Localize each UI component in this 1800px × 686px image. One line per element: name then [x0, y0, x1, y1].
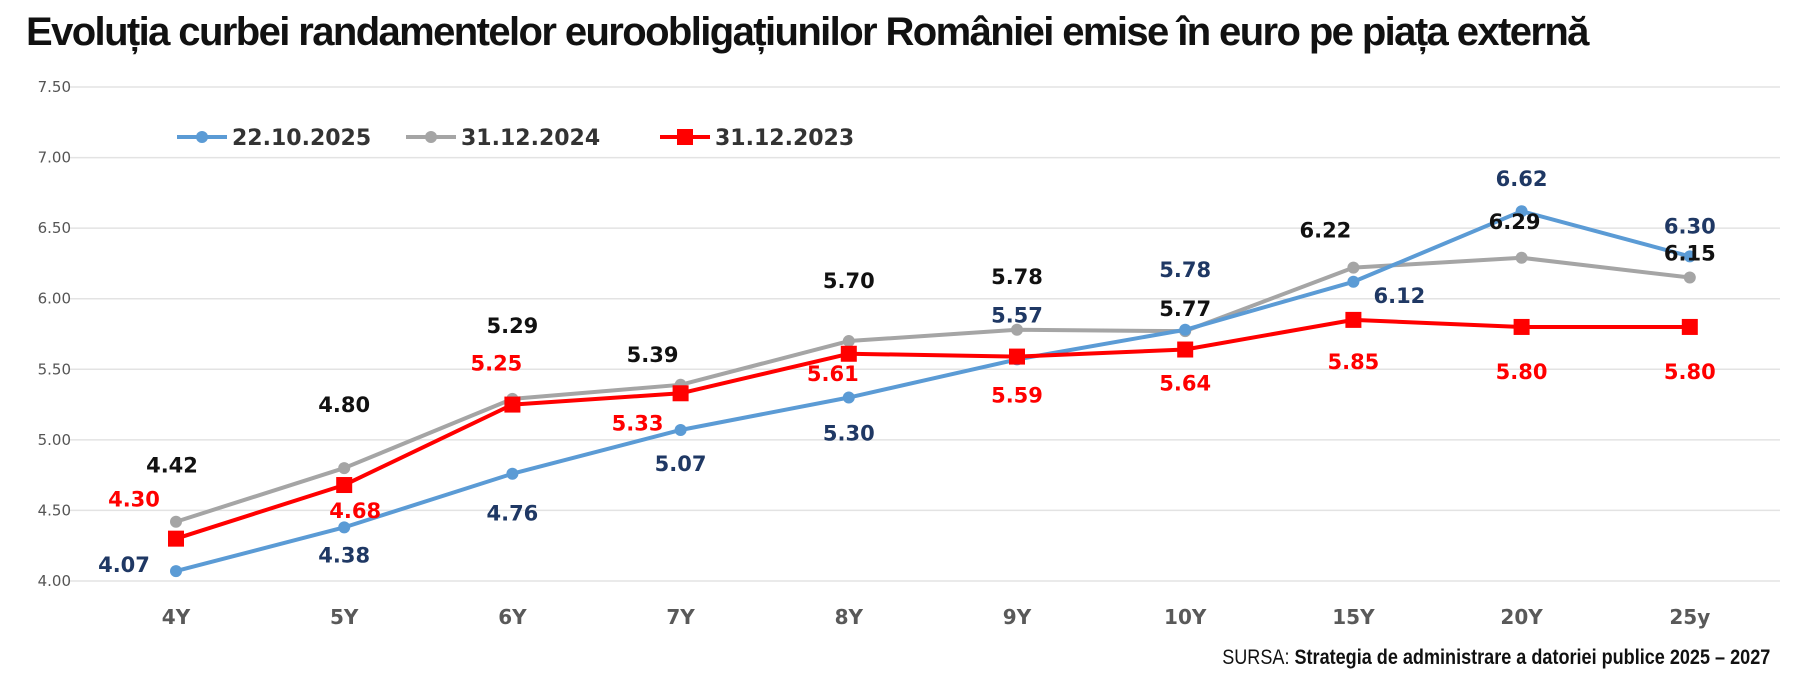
data-label: 5.59 — [991, 384, 1043, 408]
data-point — [170, 515, 182, 528]
data-label: 5.57 — [991, 303, 1043, 327]
data-label: 4.38 — [318, 543, 370, 567]
source-text: Strategia de administrare a datoriei pub… — [1294, 646, 1770, 669]
legend-label: 31.12.2023 — [715, 126, 854, 151]
data-point — [1513, 318, 1530, 335]
data-label: 5.85 — [1327, 350, 1379, 374]
x-category-label: 6Y — [498, 605, 527, 629]
y-tick-label: 5.50 — [38, 360, 71, 378]
y-tick-label: 5.00 — [38, 431, 71, 449]
x-category-label: 25y — [1669, 605, 1710, 629]
data-label: 4.68 — [329, 499, 381, 523]
data-point — [1345, 311, 1362, 328]
data-point — [170, 565, 182, 578]
data-label: 5.07 — [655, 452, 707, 476]
data-label: 5.61 — [807, 362, 859, 386]
data-point — [1683, 250, 1696, 263]
data-point — [672, 385, 689, 402]
data-point — [336, 477, 353, 494]
data-point — [504, 396, 521, 413]
data-point — [842, 335, 855, 348]
x-category-label: 4Y — [162, 605, 191, 629]
gridlines — [70, 86, 1780, 582]
data-label: 5.78 — [1159, 258, 1211, 282]
data-point — [506, 467, 519, 480]
legend-marker — [677, 129, 693, 145]
legend-marker — [425, 131, 437, 143]
data-point — [338, 521, 351, 534]
data-point — [1515, 251, 1528, 264]
y-tick-label: 4.50 — [38, 501, 71, 519]
data-label: 5.80 — [1496, 360, 1548, 384]
data-point — [168, 530, 184, 547]
y-tick-label: 7.50 — [38, 78, 71, 96]
data-point — [1011, 323, 1023, 336]
series-lines — [168, 205, 1698, 578]
data-point — [1179, 323, 1192, 336]
series-line — [175, 255, 1691, 524]
data-point — [674, 423, 687, 436]
data-point — [1681, 318, 1698, 335]
data-label: 5.78 — [991, 265, 1043, 289]
data-point — [1515, 205, 1528, 218]
source-label: SURSA: — [1221, 646, 1290, 669]
data-label: 6.30 — [1664, 214, 1716, 238]
data-point — [842, 391, 855, 404]
data-label: 4.42 — [146, 454, 198, 478]
data-label: 5.70 — [823, 269, 875, 293]
data-point — [1177, 341, 1194, 358]
data-label: 4.30 — [108, 488, 160, 512]
data-label: 5.39 — [627, 343, 679, 367]
x-category-label: 8Y — [835, 605, 864, 629]
data-point — [338, 462, 351, 475]
data-point — [840, 345, 857, 362]
series-line — [175, 317, 1690, 541]
data-point — [1347, 261, 1360, 274]
x-category-label: 20Y — [1500, 605, 1543, 629]
y-tick-label: 7.00 — [38, 149, 71, 167]
series-line — [175, 209, 1691, 574]
data-label: 4.07 — [98, 553, 150, 577]
data-label: 5.29 — [486, 314, 538, 338]
data-point — [1009, 348, 1025, 365]
x-category-label: 15Y — [1332, 605, 1375, 629]
data-labels: 4.07 4.38 4.76 5.07 5.30 5.57 5.78 6.12 6.62 6.30… — [98, 167, 1716, 577]
y-tick-label: 6.00 — [38, 290, 71, 308]
data-label: 4.80 — [318, 393, 370, 417]
data-label: 5.80 — [1664, 360, 1716, 384]
data-label: 6.62 — [1496, 167, 1548, 191]
legend-label: 22.10.2025 — [232, 126, 371, 151]
x-category-label: 10Y — [1164, 605, 1207, 629]
chart-title: Evoluția curbei randamentelor euroobliga… — [26, 10, 1589, 54]
data-label: 5.25 — [470, 352, 522, 376]
data-label: 5.64 — [1159, 372, 1211, 396]
data-label: 6.12 — [1373, 284, 1425, 308]
data-label: 5.77 — [1159, 297, 1211, 321]
data-label: 5.30 — [823, 422, 875, 446]
data-point — [1347, 275, 1360, 288]
y-tick-label: 4.00 — [38, 572, 71, 590]
data-label: 5.33 — [612, 411, 664, 435]
y-axis-ticks: 4.00 4.50 5.00 5.50 6.00 6.50 7.00 7.50 — [38, 78, 71, 590]
source-note: SURSA: Strategia de administrare a dator… — [1222, 646, 1770, 670]
x-category-label: 9Y — [1003, 605, 1032, 629]
x-category-label: 5Y — [330, 605, 359, 629]
x-axis-categories: 4Y 5Y 6Y 7Y 8Y 9Y 10Y 15Y 20Y 25y — [162, 605, 1710, 629]
x-category-label: 7Y — [666, 605, 695, 629]
data-label: 6.22 — [1299, 219, 1351, 243]
data-point — [1683, 271, 1696, 284]
y-tick-label: 6.50 — [38, 219, 71, 237]
data-label: 6.29 — [1489, 210, 1541, 234]
data-label: 6.15 — [1664, 242, 1716, 266]
data-label: 4.76 — [486, 502, 538, 526]
legend-label: 31.12.2024 — [461, 126, 600, 151]
legend-marker — [196, 131, 208, 143]
legend: 22.10.2025 31.12.2024 31.12.2023 — [177, 126, 854, 151]
